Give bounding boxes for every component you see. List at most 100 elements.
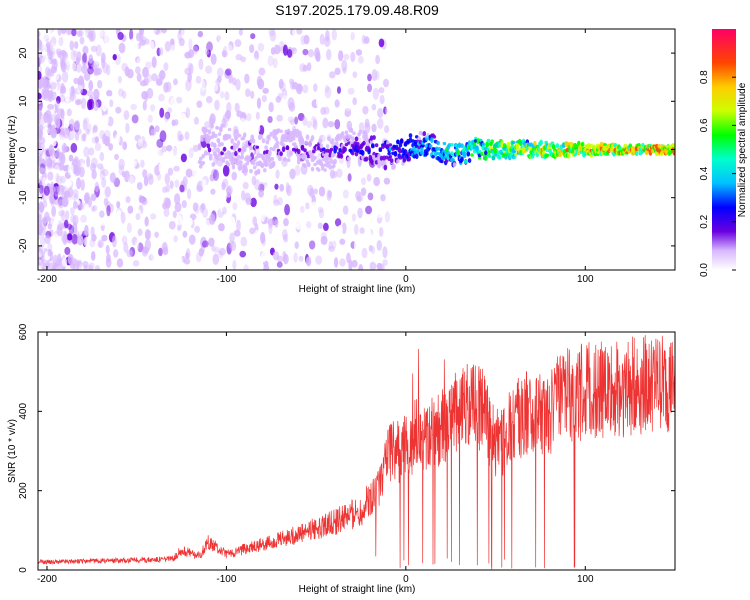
snr-frame (37, 331, 676, 571)
spectrogram-noise-blob (282, 253, 289, 265)
spectrogram-noise-blob (344, 107, 352, 118)
spectrogram-noise-blob (90, 193, 97, 202)
spectrogram-noise-blob (294, 241, 299, 249)
spectrogram-noise-blob (150, 112, 156, 123)
spectrogram-noise-blob (87, 264, 94, 270)
spectrogram-band-blob (398, 142, 403, 148)
spectrogram-noise-blob (234, 102, 240, 113)
spectrogram-noise-blob (69, 90, 75, 102)
spectrogram-band-blob (340, 131, 345, 137)
spectrogram-band-blob (259, 133, 263, 140)
spectrogram-noise-blob (196, 83, 202, 95)
spectrogram-noise-blob (244, 73, 250, 84)
spectrogram-noise-blob (140, 159, 145, 168)
spectrogram-band-blob (435, 146, 439, 152)
spectrogram-noise-blob (256, 97, 262, 109)
spectrogram-noise-blob (297, 112, 305, 122)
spectrogram-noise-blob (164, 111, 171, 120)
spectrogram-band-blob (286, 158, 291, 162)
snr-y-tick-label: 200 (18, 482, 29, 499)
spectrogram-band-blob (249, 168, 253, 174)
spectrogram-band-blob (294, 144, 299, 149)
spectrogram-noise-blob (82, 119, 88, 131)
spectrogram-noise-blob (147, 114, 153, 123)
spectrogram-noise-blob (101, 58, 106, 69)
spectrogram-band-blob (372, 135, 376, 140)
spectrogram-noise-blob (272, 53, 278, 63)
spectrogram-noise-blob (250, 197, 257, 208)
snr-x-tick-label: -100 (216, 574, 236, 585)
spectrogram-noise-blob (338, 50, 344, 62)
spectrogram-noise-blob (359, 227, 365, 235)
spectrogram-noise-blob (193, 116, 199, 125)
spectrogram-noise-blob (166, 128, 172, 139)
spectrogram-band-blob (308, 141, 312, 147)
spectrogram-band-blob (382, 160, 386, 166)
spectrogram-noise-blob (143, 175, 149, 187)
spectrogram-noise-blob (90, 45, 98, 52)
spectrogram-noise-blob (327, 256, 334, 266)
spectrogram-noise-blob (154, 231, 159, 238)
spectrogram-noise-blob (219, 91, 225, 99)
spectrogram-band-blob (348, 134, 353, 139)
spectrogram-noise-blob (173, 78, 178, 86)
spectrogram-noise-blob (38, 212, 42, 222)
spectrogram-band-blob (271, 162, 276, 167)
spectrogram-noise-blob (64, 246, 71, 256)
spectrogram-band-blob (283, 157, 287, 161)
spectrogram-noise-blob (352, 71, 358, 78)
spectrogram-noise-blob (48, 48, 54, 56)
spectrogram-band-blob (304, 140, 309, 145)
spectrogram-noise-blob (354, 88, 360, 97)
spectrogram-noise-blob (73, 77, 80, 85)
spectrogram-noise-blob (38, 210, 43, 218)
spectrogram-noise-blob (101, 169, 109, 177)
spectrogram-noise-blob (61, 142, 67, 154)
spectrogram-noise-blob (80, 133, 85, 142)
spectrogram-noise-blob (141, 135, 146, 147)
spectrogram-noise-blob (126, 222, 132, 234)
spectrogram-noise-blob (179, 244, 186, 255)
spectrogram-noise-blob (121, 171, 126, 178)
spectrogram-noise-blob (47, 248, 52, 257)
spectrogram-noise-blob (264, 184, 270, 192)
spectrogram-band-blob (355, 142, 360, 146)
spectrogram-noise-blob (150, 213, 157, 220)
spectrogram-noise-blob (99, 210, 105, 218)
spectrogram-band-blob (332, 164, 336, 168)
spectrogram-band-blob (247, 155, 252, 161)
spectrogram-noise-blob (358, 264, 364, 270)
spectrogram-noise-blob (62, 233, 68, 246)
spectrogram-noise-blob (104, 32, 109, 44)
spectrogram-noise-blob (150, 253, 157, 261)
spectrogram-band-blob (366, 142, 370, 147)
spectrogram-noise-blob (288, 78, 295, 85)
spectrogram-noise-blob (376, 262, 383, 270)
spectrogram-noise-blob (153, 29, 161, 35)
spectrogram-band-blob (671, 143, 675, 149)
spectrogram-band-blob (672, 150, 675, 156)
spectrogram-noise-blob (129, 29, 134, 41)
spectrogram-band-blob (475, 145, 479, 150)
spectrogram-noise-blob (368, 60, 375, 68)
spectrogram-noise-blob (76, 177, 82, 190)
spectrogram-noise-blob (225, 96, 231, 103)
spectrogram-noise-blob (193, 44, 200, 52)
spectrogram-noise-blob (222, 164, 230, 177)
spectrogram-noise-blob (294, 164, 301, 176)
colorbar-label: Normalized spectral amplitude (737, 82, 748, 217)
spectrogram-noise-blob (185, 107, 191, 119)
spectrogram-band-blob (317, 146, 321, 151)
spectrogram-band-blob (263, 168, 267, 173)
spectrogram-noise-blob (118, 158, 125, 170)
spectrogram-noise-blob (137, 242, 144, 253)
spectrogram-noise-blob (173, 119, 179, 126)
spectrogram-noise-blob (110, 38, 117, 50)
spectrogram-noise-blob (188, 234, 196, 245)
spectrogram-noise-blob (38, 30, 41, 38)
spectrogram-noise-blob (378, 38, 385, 48)
spectrogram-noise-blob (208, 38, 214, 50)
spectrogram-noise-blob (164, 41, 172, 52)
spectrogram-noise-blob (210, 188, 216, 195)
spectrogram-noise-blob (180, 153, 187, 163)
